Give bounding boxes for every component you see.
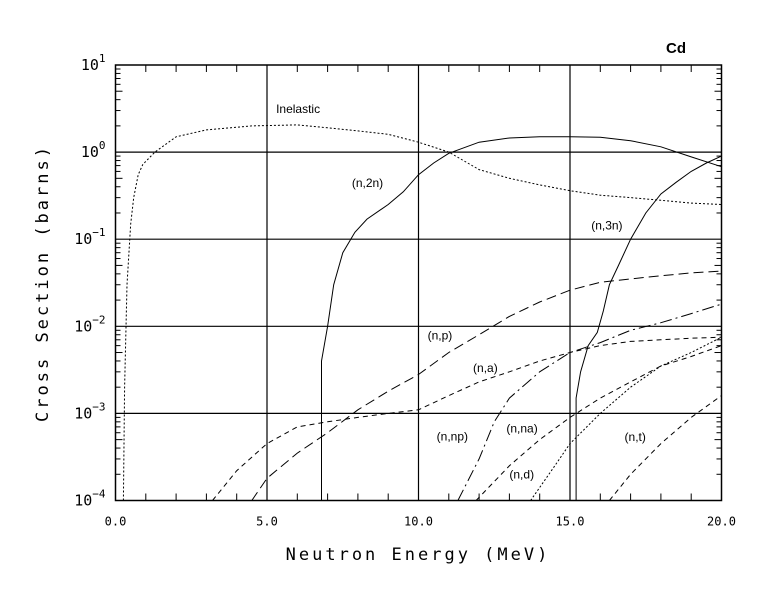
curve-label-n-na: (n,na): [506, 422, 537, 436]
y-tick-label: 10−4: [74, 488, 106, 510]
grid: [115, 65, 722, 501]
curves: [122, 124, 722, 501]
curve-n-3n: [575, 155, 722, 501]
y-axis-title: Cross Section (barns): [33, 144, 53, 422]
y-tick-label: 10−3: [74, 400, 105, 422]
y-tick-label: 101: [81, 52, 106, 74]
plot-frame: [114, 64, 723, 502]
x-axis-title: Neutron Energy (MeV): [286, 545, 551, 565]
curve-n-2n: [321, 136, 722, 501]
x-tick-label: 15.0: [556, 515, 585, 529]
curve-label-n-np: (n,np): [437, 429, 468, 443]
y-tick-label: 100: [81, 139, 106, 161]
curve-n-a: [212, 336, 722, 501]
axis-ticks: 0.0 5.0 10.0 15.0 20.0 101 100 10−1 10−2 10−3 10−4: [74, 52, 736, 529]
curve-label-n-3n: (n,3n): [591, 218, 622, 232]
curve-n-np: [457, 303, 722, 501]
x-tick-label: 20.0: [707, 515, 736, 529]
x-tick-label: 10.0: [404, 515, 433, 529]
curve-n-d: [530, 336, 722, 501]
curve-label-n-p: (n,p): [428, 328, 453, 342]
curve-inelastic: [122, 124, 722, 501]
curve-label-n-a: (n,a): [473, 361, 498, 375]
curve-label-n-2n: (n,2n): [352, 176, 383, 190]
chart-title: Cd: [666, 40, 686, 57]
y-tick-label: 10−2: [74, 313, 105, 335]
x-tick-label: 5.0: [256, 515, 278, 529]
curve-n-t: [609, 395, 722, 501]
curve-n-p: [251, 270, 722, 501]
y-tick-label: 10−1: [74, 226, 105, 248]
curve-label-n-d: (n,d): [509, 467, 534, 481]
curve-label-n-t: (n,t): [625, 430, 646, 444]
x-tick-label: 0.0: [105, 515, 127, 529]
curve-labels: Inelastic (n,2n) (n,3n) (n,p) (n,a) (n,np) (n,…: [276, 102, 646, 481]
curve-label-inelastic: Inelastic: [276, 102, 320, 116]
